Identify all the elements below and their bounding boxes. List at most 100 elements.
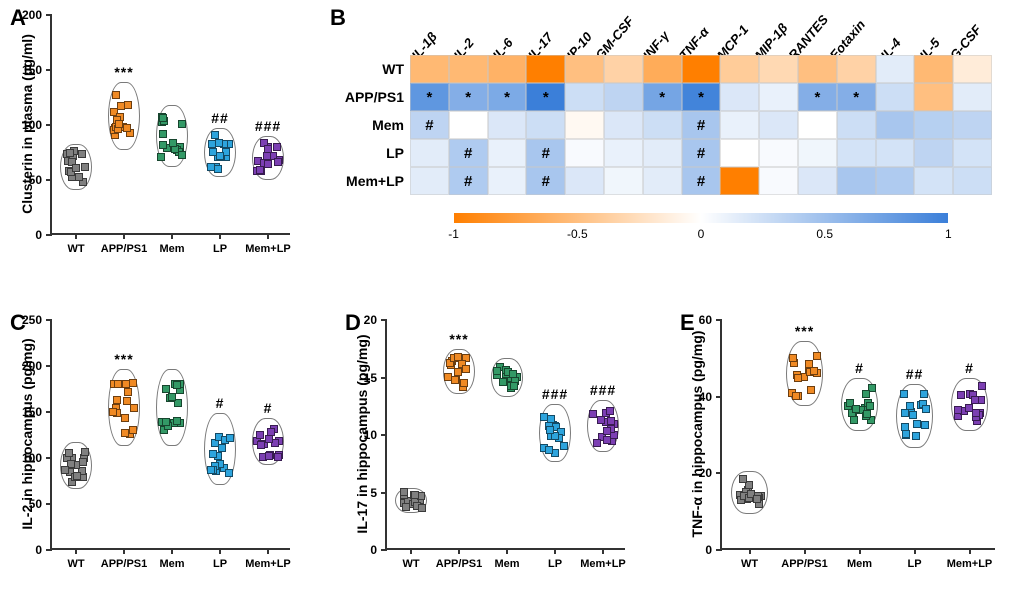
data-point: [739, 475, 747, 483]
data-point: [264, 160, 272, 168]
heatmap-cell: [565, 167, 604, 195]
sig-marker: #: [855, 360, 864, 376]
heatmap-cell: [798, 167, 837, 195]
data-point: [159, 114, 167, 122]
data-point: [454, 353, 462, 361]
sig-marker: ***: [449, 331, 468, 347]
data-point: [109, 408, 117, 416]
heatmap-cell: [720, 111, 759, 139]
data-point: [597, 416, 605, 424]
heatmap-cell: *: [449, 83, 488, 111]
data-point: [73, 472, 81, 480]
data-point: [920, 390, 928, 398]
heatmap-cell: [526, 55, 565, 83]
data-point: [123, 124, 131, 132]
data-point: [789, 354, 797, 362]
data-point: [909, 411, 917, 419]
heatmap-cell: [565, 83, 604, 111]
data-point: [957, 391, 965, 399]
data-point: [162, 418, 170, 426]
data-point: [214, 165, 222, 173]
heatmap-cell: #: [449, 139, 488, 167]
heatmap-cell: [604, 55, 643, 83]
heatmap-cell: [798, 111, 837, 139]
data-point: [274, 158, 282, 166]
data-point: [61, 466, 69, 474]
data-point: [162, 385, 170, 393]
data-point: [178, 151, 186, 159]
heatmap-col-label: INF-γ: [640, 28, 661, 53]
sig-marker: ***: [114, 351, 133, 367]
heatmap-col-label: GM-CSF: [592, 14, 625, 53]
heatmap-cell: [488, 111, 527, 139]
data-point: [178, 120, 186, 128]
sig-marker: #: [965, 360, 974, 376]
sig-marker: #: [216, 395, 225, 411]
data-point: [418, 504, 426, 512]
data-point: [273, 143, 281, 151]
heatmap-cell: [604, 83, 643, 111]
data-point: [402, 503, 410, 511]
heatmap-cell: [488, 139, 527, 167]
data-point: [921, 421, 929, 429]
heatmap-cell: #: [682, 167, 721, 195]
data-point: [912, 432, 920, 440]
data-point: [606, 407, 614, 415]
sig-marker: #: [264, 400, 273, 416]
heatmap-col-label: MCP-1: [714, 22, 740, 53]
xtick-label: Mem: [159, 243, 184, 255]
heatmap-cell: [604, 139, 643, 167]
data-point: [810, 367, 818, 375]
heatmap-cell: #: [526, 167, 565, 195]
heatmap-cell: *: [798, 83, 837, 111]
heatmap-cell: [720, 83, 759, 111]
heatmap-cell: #: [682, 139, 721, 167]
heatmap-row-label: Mem+LP: [346, 173, 410, 189]
data-point: [209, 148, 217, 156]
heatmap-cell: [488, 167, 527, 195]
data-point: [112, 91, 120, 99]
heatmap-cell: [876, 111, 915, 139]
data-point: [207, 163, 215, 171]
data-point: [267, 428, 275, 436]
heatmap-col-label: IL-5: [916, 35, 931, 53]
plot-D: DIL-17 in hippocampus (pg/mg)05101520WTA…: [345, 310, 635, 580]
data-point: [509, 370, 517, 378]
colorbar-tick: 1: [945, 227, 952, 241]
data-point: [753, 495, 761, 503]
heatmap-cell: [720, 139, 759, 167]
heatmap-cell: [759, 139, 798, 167]
heatmap-col-label: MIP-1β: [751, 20, 778, 53]
xtick-label: Mem+LP: [947, 558, 993, 570]
colorbar-tick: 0: [698, 227, 705, 241]
heatmap-cell: [643, 111, 682, 139]
data-point: [792, 392, 800, 400]
plot-C: CIL-2 in hippocampus (pg/mg)050100150200…: [10, 310, 300, 580]
data-point: [603, 427, 611, 435]
axes: IL-2 in hippocampus (pg/mg)0501001502002…: [50, 320, 290, 550]
heatmap-cell: [759, 83, 798, 111]
colorbar-tick: -0.5: [567, 227, 588, 241]
data-point: [265, 452, 273, 460]
sig-marker: ***: [114, 64, 133, 80]
heatmap-cell: *: [410, 83, 449, 111]
heatmap-cell: [837, 167, 876, 195]
heatmap-cell: [953, 139, 992, 167]
data-point: [168, 393, 176, 401]
data-point: [560, 442, 568, 450]
data-point: [603, 436, 611, 444]
data-point: [169, 139, 177, 147]
heatmap-col-label: IL-4: [878, 35, 893, 53]
data-point: [218, 444, 226, 452]
data-point: [129, 379, 137, 387]
data-point: [546, 426, 554, 434]
data-point: [265, 435, 273, 443]
xtick-label: Mem+LP: [580, 558, 626, 570]
data-point: [215, 139, 223, 147]
xtick-label: WT: [741, 558, 758, 570]
heatmap-cell: [643, 139, 682, 167]
data-point: [121, 414, 129, 422]
xtick-label: WT: [67, 243, 84, 255]
heatmap-cell: [914, 167, 953, 195]
data-point: [72, 164, 80, 172]
